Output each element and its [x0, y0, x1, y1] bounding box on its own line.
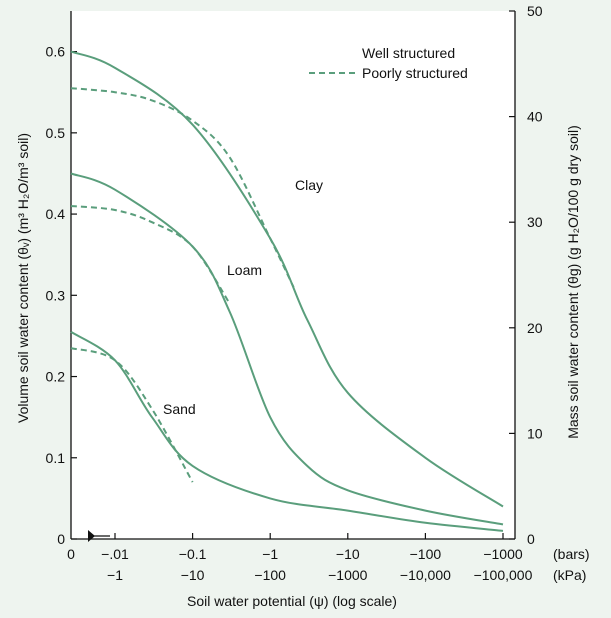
legend: Well structured Poorly structured	[309, 45, 468, 81]
x-tick-label-bars: −.01	[101, 546, 129, 562]
x-unit-bars: (bars)	[553, 546, 590, 562]
left-tick-label: 0.3	[46, 287, 66, 303]
loam-poor-curve	[70, 205, 231, 304]
legend-well-label: Well structured	[362, 45, 455, 61]
clay-label: Clay	[295, 177, 323, 193]
sand-well-curve	[70, 331, 504, 532]
x-unit-kpa: (kPa)	[553, 567, 586, 583]
x-axis-title: Soil water potential (ψ) (log scale)	[187, 593, 397, 609]
left-tick-label: 0.5	[46, 125, 66, 141]
x-tick-label-bars: −100	[410, 546, 442, 562]
right-tick-label: 20	[527, 320, 543, 336]
right-tick-label: 10	[527, 425, 543, 441]
x-tick-label-kpa: −10	[181, 567, 205, 583]
right-axis-title: Mass soil water content (θg) (g H₂O/100 …	[565, 125, 581, 439]
x-tick-label-bars: −0.1	[179, 546, 207, 562]
x-tick-label-bars: 0	[67, 546, 75, 562]
plot-area	[71, 11, 515, 539]
right-tick-label: 0	[527, 531, 535, 547]
x-tick-label-bars: −1	[262, 546, 278, 562]
right-tick-label: 40	[527, 109, 543, 125]
left-tick-label: 0.1	[46, 450, 66, 466]
curves	[70, 50, 504, 532]
left-tick-label: 0.4	[46, 206, 66, 222]
x-tick-label-kpa: −10,000	[400, 567, 451, 583]
loam-well-curve	[70, 172, 504, 526]
x-tick-label-kpa: −100,000	[474, 567, 533, 583]
x-tick-label-kpa: −100	[254, 567, 286, 583]
x-tick-label-bars: −1000	[483, 546, 523, 562]
clay-poor-curve	[70, 87, 295, 288]
left-axis-title: Volume soil water content (θᵥ) (m³ H₂O/m…	[15, 133, 31, 423]
right-tick-label: 30	[527, 214, 543, 230]
sand-label: Sand	[163, 401, 196, 417]
left-tick-label: 0.2	[46, 369, 66, 385]
left-tick-label: 0.6	[46, 44, 66, 60]
right-tick-label: 50	[527, 3, 543, 19]
sand-poor-curve	[70, 347, 194, 483]
x-tick-label-kpa: −1	[107, 567, 123, 583]
left-tick-label: 0	[57, 531, 65, 547]
x-ticks: 0 −.01 −0.1 −1 −10 −100 −1000 −1 −10 −100 −1000 −10…	[67, 533, 533, 583]
x-tick-label-bars: −10	[336, 546, 360, 562]
legend-poor-label: Poorly structured	[362, 65, 468, 81]
loam-label: Loam	[227, 262, 262, 278]
x-tick-label-kpa: −1000	[328, 567, 368, 583]
right-y-ticks: 0 10 20 30 40 50	[509, 3, 543, 547]
